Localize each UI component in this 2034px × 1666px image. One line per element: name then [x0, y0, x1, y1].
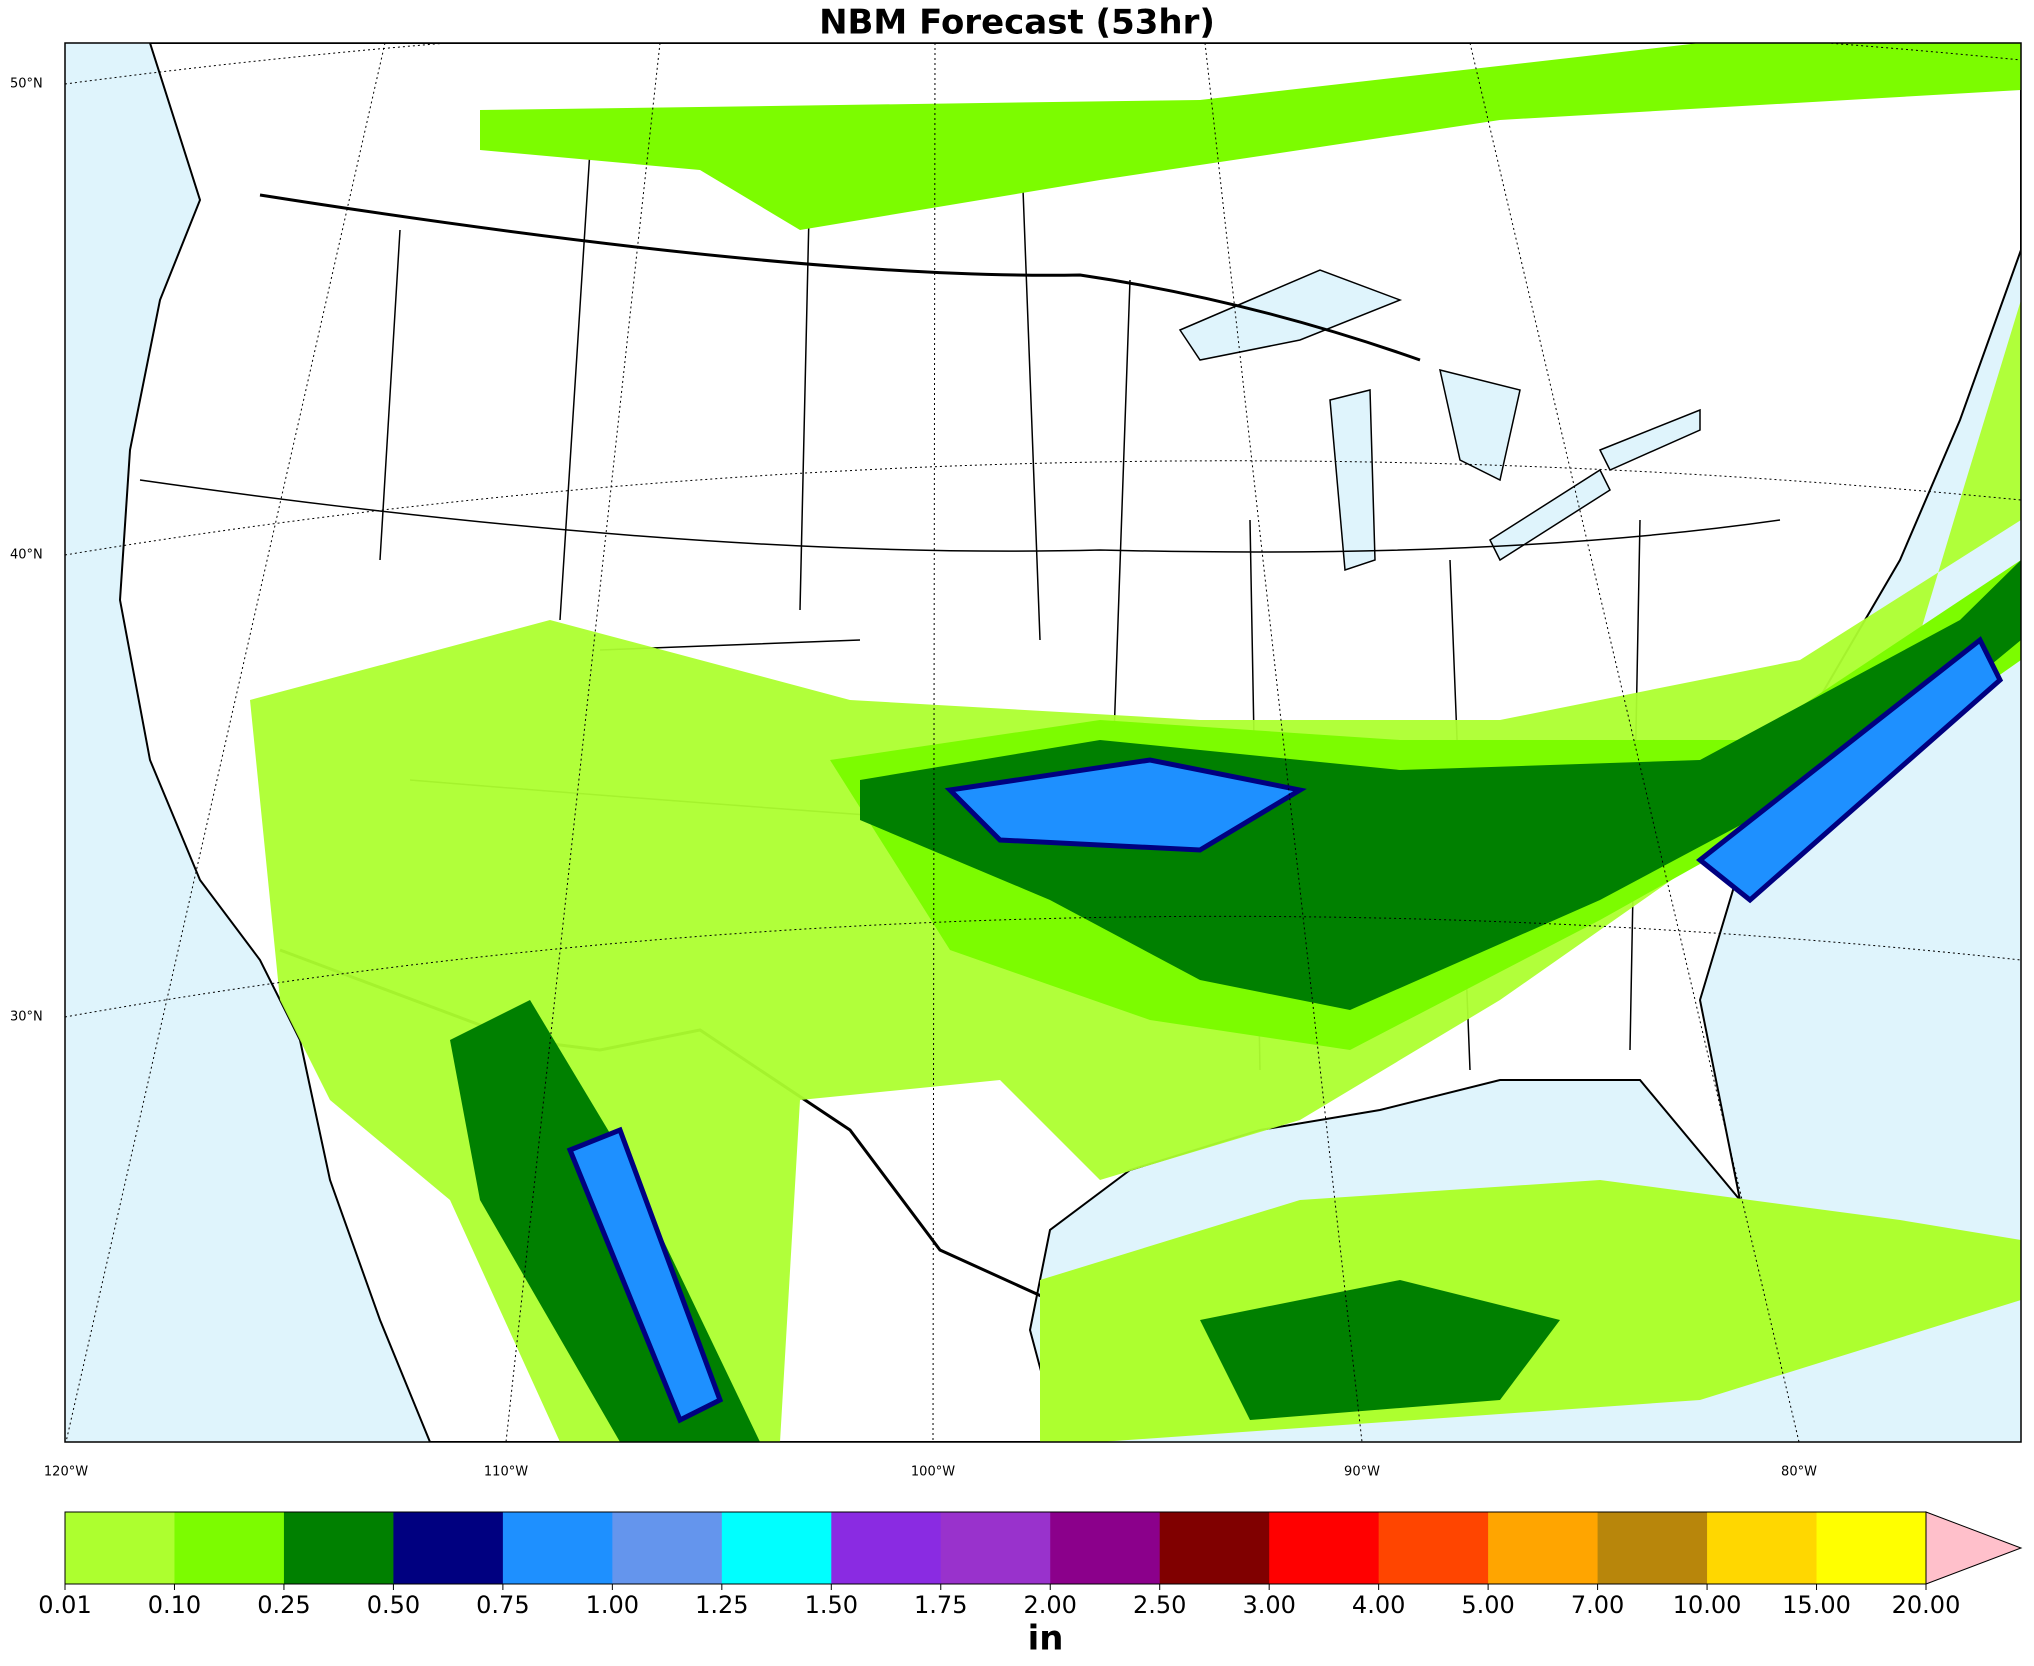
colorbar-tick-label: 1.50 [805, 1591, 858, 1619]
colorbar-bin [940, 1512, 1051, 1584]
graticule [65, 43, 2021, 1442]
colorbar-extend [1925, 1511, 2023, 1585]
colorbar-tick-label: 4.00 [1352, 1591, 1405, 1619]
colorbar-bin [502, 1512, 613, 1584]
colorbar-tick-label: 1.00 [586, 1591, 639, 1619]
precip-heavy [1200, 1280, 1560, 1420]
great-lakes [1178, 269, 1701, 572]
colorbar-bin [174, 1512, 285, 1584]
colorbar-tick-label: 7.00 [1571, 1591, 1624, 1619]
colorbar-tick-label: 2.50 [1133, 1591, 1186, 1619]
colorbar-bin [1597, 1512, 1708, 1584]
colorbar-bin [831, 1512, 942, 1584]
colorbar-bin [1816, 1512, 1927, 1584]
colorbar-tick-label: 0.50 [367, 1591, 420, 1619]
colorbar-label: in [1028, 1619, 1064, 1659]
colorbar-tick-label: 2.00 [1024, 1591, 1077, 1619]
colorbar-tick-label: 10.00 [1673, 1591, 1742, 1619]
colorbar-tick-label: 0.10 [148, 1591, 201, 1619]
colorbar-tick-label: 3.00 [1242, 1591, 1295, 1619]
colorbar-tick-label: 0.75 [476, 1591, 529, 1619]
lon-label: 100°W [911, 1465, 955, 1480]
colorbar-bin [1269, 1512, 1380, 1584]
precip-light [480, 43, 2021, 230]
colorbar-bin [721, 1512, 832, 1584]
precip-very-heavy [566, 636, 2004, 1424]
colorbar-bin [1050, 1512, 1161, 1584]
colorbar-bin [1707, 1512, 1818, 1584]
lon-label: 90°W [1344, 1465, 1380, 1480]
colorbar-bin [1488, 1512, 1599, 1584]
map-frame [64, 42, 2022, 1443]
colorbar-tick-label: 1.25 [695, 1591, 748, 1619]
map-area [65, 43, 2021, 1442]
lat-label: 30°N [10, 1010, 43, 1025]
colorbar-tick-label: 1.75 [914, 1591, 967, 1619]
lat-label: 40°N [10, 548, 43, 563]
lat-label: 50°N [10, 77, 43, 92]
colorbar-bin [65, 1512, 175, 1584]
colorbar-bin [612, 1512, 723, 1584]
map-title: NBM Forecast (53hr) [819, 3, 1215, 43]
colorbar-bin [1378, 1512, 1489, 1584]
colorbar-bin [393, 1512, 504, 1584]
lon-label: 80°W [1781, 1465, 1817, 1480]
colorbar-tick-label: 0.25 [257, 1591, 310, 1619]
colorbar-tick-label: 0.01 [38, 1591, 91, 1619]
precip-heavy [860, 560, 2021, 1010]
colorbar-bin [1159, 1512, 1270, 1584]
colorbar-tick-label: 15.00 [1782, 1591, 1851, 1619]
lon-label: 120°W [44, 1465, 88, 1480]
colorbar-tick-label: 20.00 [1892, 1591, 1961, 1619]
lon-label: 110°W [484, 1465, 528, 1480]
colorbar-bin [283, 1512, 394, 1584]
colorbar-frame [64, 1511, 1927, 1585]
colorbar-tick-label: 5.00 [1461, 1591, 1514, 1619]
